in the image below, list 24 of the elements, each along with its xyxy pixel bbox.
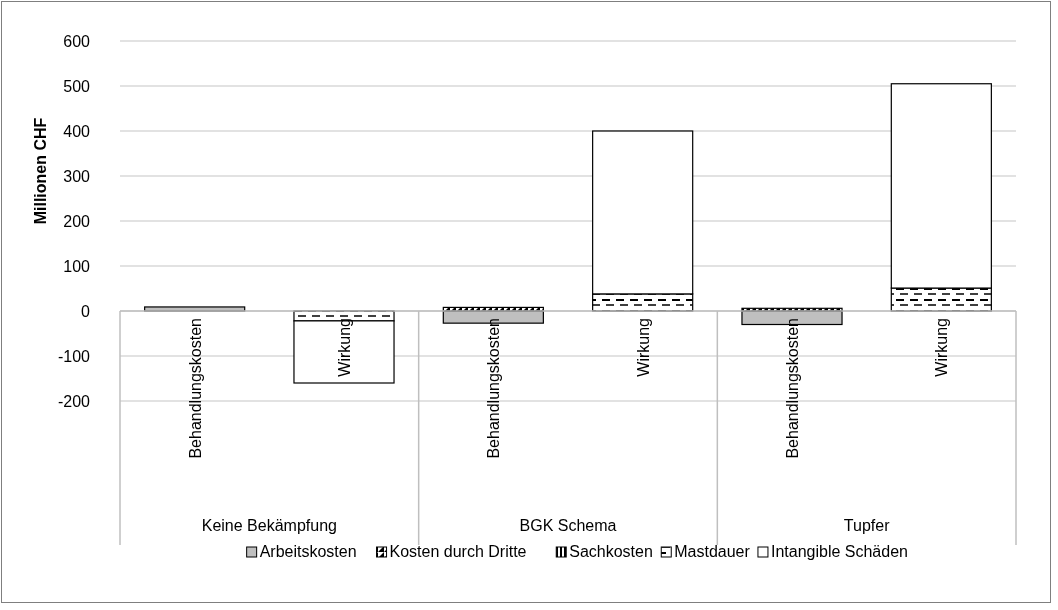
x-tick-label: Wirkung [933,318,951,377]
x-tick-label: Wirkung [336,318,353,377]
y-tick-label: 500 [63,77,91,95]
legend-label: Arbeitskosten [259,543,357,560]
y-tick-label: 0 [81,302,91,320]
y-tick-label: -200 [57,392,91,410]
x-tick-label: Behandlungskosten [485,318,503,459]
x-tick-label: Behandlungskosten [186,318,204,459]
text: Tupfer [843,517,891,534]
legend-label: Mastdauer [674,543,751,560]
legend-label: Kosten durch Dritte [389,543,527,560]
text: BGK Schema [519,517,617,534]
y-tick-label: 300 [63,167,91,185]
y-tick-label: 400 [63,122,91,140]
text: Keine Bekämpfung [201,517,337,534]
y-tick-label: -100 [57,347,91,365]
legend-label: Intangible Schäden [770,543,908,560]
x-tick-label: Wirkung [634,318,652,377]
y-axis-title: Millionen CHF [32,117,49,225]
y-tick-label: 200 [63,212,91,230]
y-tick-label: 100 [63,257,91,275]
y-tick-label: 600 [63,32,91,50]
legend-label: Sachkosten [569,543,653,560]
x-tick-label: Behandlungskosten [784,318,801,459]
